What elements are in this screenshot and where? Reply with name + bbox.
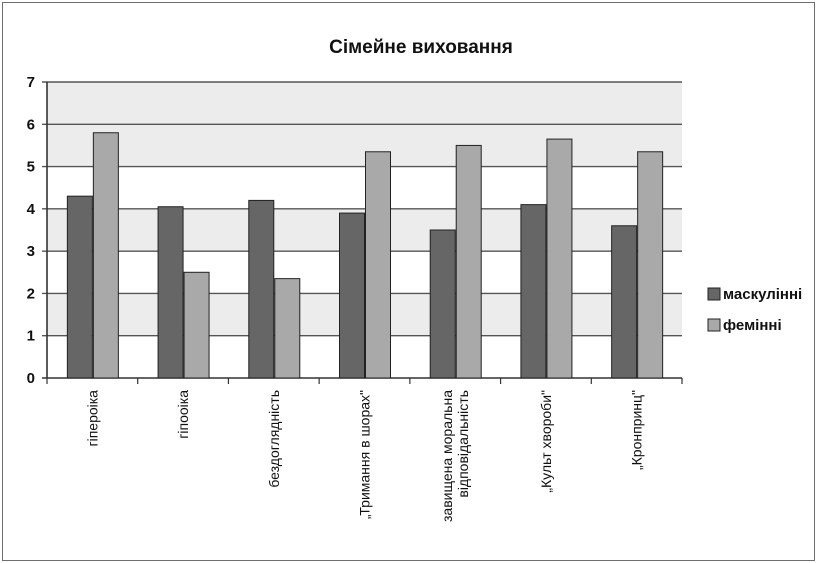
bar-feminine: [455, 144, 482, 379]
bar-masculine: [248, 199, 275, 379]
category-label: гіпероіка: [84, 390, 100, 447]
y-tick-label: 7: [27, 74, 35, 91]
plot-band: [47, 124, 682, 167]
category-label: бездоглядність: [266, 390, 282, 488]
y-tick-label: 0: [27, 370, 35, 387]
bar-masculine: [429, 229, 456, 379]
legend: маскулінні фемінні: [707, 286, 802, 334]
legend-swatch: [707, 318, 721, 332]
y-tick-label: 3: [27, 243, 35, 260]
category-label: гіпооіка: [175, 390, 191, 439]
y-tick-label: 2: [27, 285, 35, 302]
chart-title: Сімейне виховання: [329, 37, 513, 58]
bar-feminine: [546, 138, 573, 379]
bar-masculine: [157, 206, 184, 379]
bar-masculine: [520, 204, 547, 379]
category-label: відповідальність: [455, 390, 471, 498]
category-label: завищена моральна: [439, 390, 455, 522]
bar-feminine: [92, 132, 119, 379]
bar-feminine: [365, 151, 391, 379]
legend-label: фемінні: [723, 317, 782, 334]
bar-feminine: [274, 278, 301, 379]
bar-feminine: [637, 151, 664, 379]
plot-band: [47, 166, 682, 209]
plot-area: 0 1 2 3 4 5 6 7 гіпероіка гіпооіка бездоглядність „…: [27, 74, 683, 522]
bar-masculine: [339, 212, 365, 379]
legend-swatch: [707, 287, 721, 301]
bar-chart: Сімейне виховання 0 1 2 3 4 5 6 7 гіпероіка гіпоо…: [27, 37, 803, 522]
category-label: „Тримання в шорах": [357, 390, 373, 519]
category-label: „Культ хвороби": [538, 390, 554, 493]
bar-masculine: [611, 225, 638, 379]
bar-masculine: [66, 195, 93, 379]
y-tick-label: 4: [27, 201, 36, 218]
y-tick-label: 6: [27, 116, 35, 133]
plot-band: [47, 82, 682, 125]
bar-feminine: [183, 271, 210, 379]
y-tick-label: 1: [27, 328, 35, 345]
y-tick-label: 5: [27, 159, 35, 176]
category-label: „Кронпринц": [629, 390, 645, 470]
legend-label: маскулінні: [723, 286, 802, 303]
